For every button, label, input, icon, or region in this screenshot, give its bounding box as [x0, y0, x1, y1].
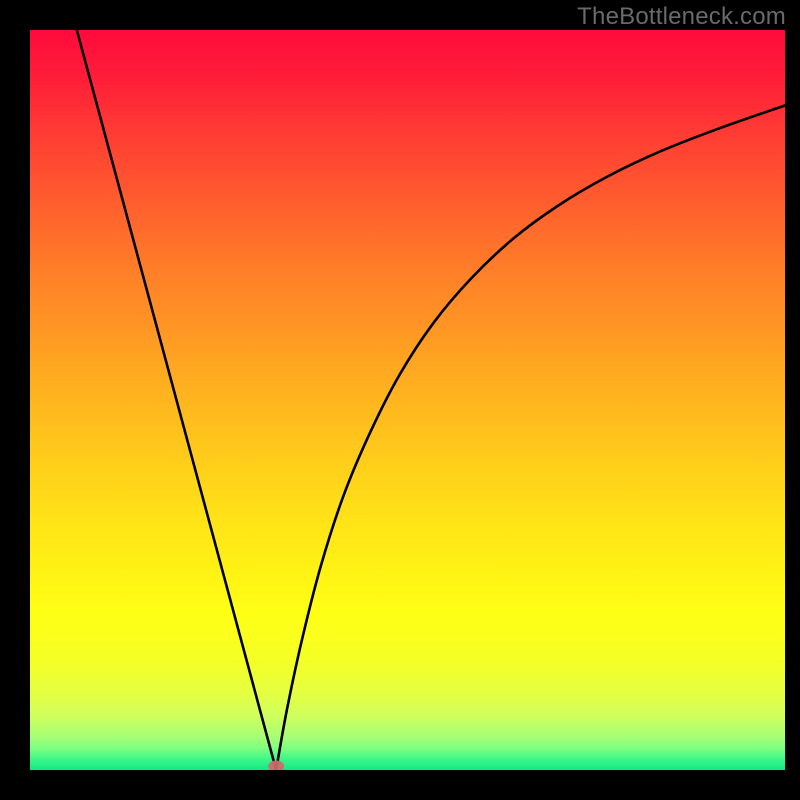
plot-area	[30, 30, 785, 770]
gradient-background	[30, 30, 785, 770]
chart-frame: TheBottleneck.com	[0, 0, 800, 800]
plot-svg	[30, 30, 785, 770]
watermark-text: TheBottleneck.com	[577, 3, 786, 31]
